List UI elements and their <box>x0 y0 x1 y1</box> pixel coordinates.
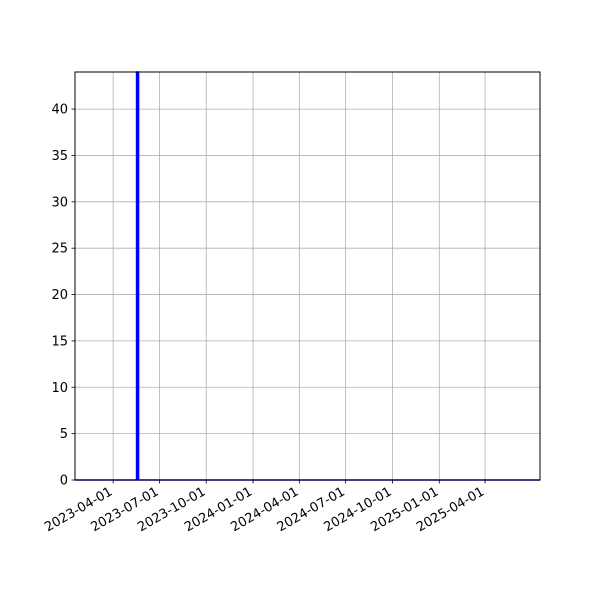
y-tick-label: 15 <box>51 334 68 349</box>
y-tick-label: 20 <box>51 288 68 303</box>
y-axis: 0 5 10 15 20 25 30 35 40 <box>51 103 75 489</box>
y-tick-label: 35 <box>51 149 68 164</box>
y-tick-label: 0 <box>60 474 68 489</box>
plot-frame <box>74 71 541 481</box>
y-tick-label: 10 <box>51 381 68 396</box>
y-tick-label: 40 <box>51 103 68 118</box>
y-tick-label: 5 <box>60 427 68 442</box>
y-tick-label: 30 <box>51 195 68 210</box>
y-tick-label: 25 <box>51 242 68 257</box>
grid <box>75 72 540 481</box>
